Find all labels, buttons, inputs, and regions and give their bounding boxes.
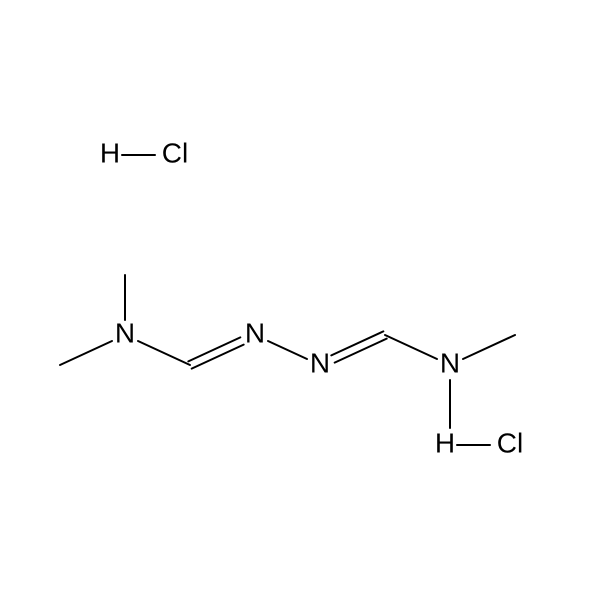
atom-label-N_mid2: N xyxy=(310,347,330,378)
bond-line xyxy=(463,335,515,359)
atom-label-N_right: N xyxy=(440,347,460,378)
bond-line xyxy=(268,341,307,359)
atom-label-Cl_bot: Cl xyxy=(497,427,523,458)
bond-line xyxy=(138,341,190,365)
atom-label-N_mid1: N xyxy=(245,317,265,348)
atom-label-Cl_top: Cl xyxy=(162,137,188,168)
atom-label-H_bot: H xyxy=(435,427,455,458)
bond-line xyxy=(385,335,437,359)
atom-label-N_left: N xyxy=(115,317,135,348)
atom-label-H_top: H xyxy=(100,137,120,168)
chemical-structure-svg: H Cl H Cl N N N N xyxy=(0,0,600,600)
bond-line xyxy=(60,341,112,365)
